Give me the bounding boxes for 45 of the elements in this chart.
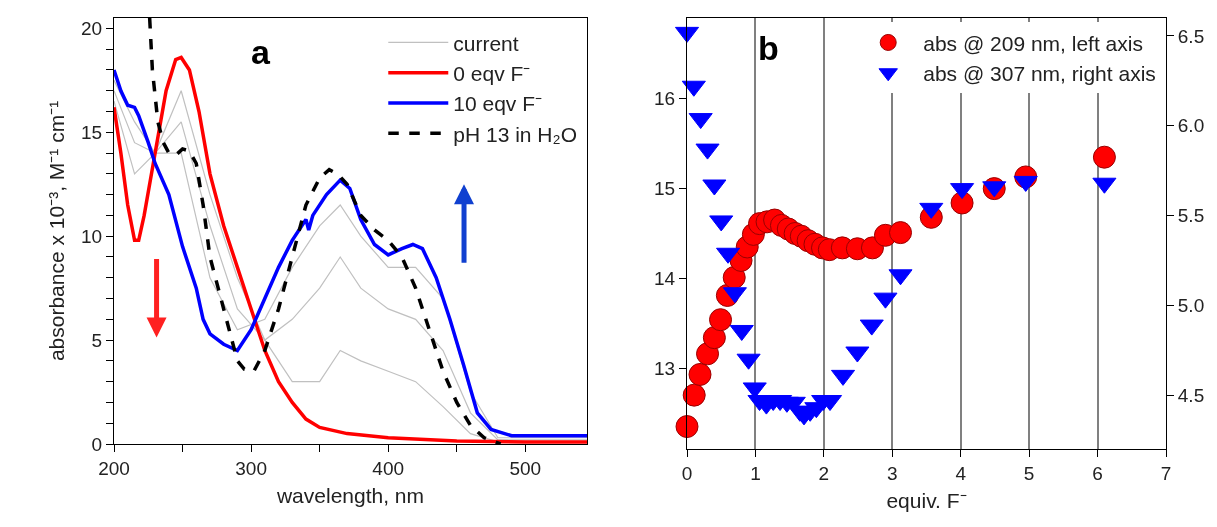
point (675, 415, 699, 439)
legend-label: abs @ 307 nm, right axis (923, 61, 1156, 85)
y-tick-label: 16 (654, 88, 676, 110)
x-tick-label: 2 (818, 462, 830, 484)
y-axis-title: absorbance x 10⁻³, M⁻¹ cm⁻¹ (45, 100, 69, 362)
x-tick-label: 3 (887, 462, 898, 484)
legend-label: 10 eqv F⁻ (453, 92, 542, 116)
y-tick-label: 5 (91, 329, 103, 351)
annotation: a (251, 33, 271, 71)
y2-tick-label: 6.5 (1177, 25, 1205, 47)
point (860, 236, 884, 260)
x-tick-label: 500 (509, 457, 542, 479)
annotation: b (758, 29, 779, 67)
y2-tick-label: 5.0 (1177, 294, 1205, 316)
x-tick-label: 300 (235, 457, 267, 479)
y-tick-label: 13 (654, 357, 676, 379)
point (889, 221, 912, 245)
y2-tick-label: 4.5 (1177, 384, 1205, 406)
x-axis-title: wavelength, nm (275, 484, 425, 507)
x-tick-label: 5 (1023, 462, 1035, 484)
x-tick-label: 6 (1092, 462, 1103, 484)
legend-label: 0 eqv F⁻ (453, 61, 531, 85)
y-tick-label: 14 (654, 268, 676, 290)
x-tick-label: 4 (955, 462, 967, 484)
point (702, 326, 726, 350)
point (682, 383, 706, 407)
y-tick-label: 0 (91, 433, 103, 455)
x-axis-title: equiv. F⁻ (886, 489, 967, 512)
point (709, 308, 733, 332)
legend-label: current (453, 31, 519, 55)
y-tick-label: 10 (81, 225, 103, 247)
point (688, 362, 712, 386)
x-tick-label: 1 (750, 462, 761, 484)
y2-tick-label: 5.5 (1177, 205, 1205, 227)
x-tick-label: 0 (681, 462, 693, 484)
legend-label: pH 13 in H₂O (453, 122, 577, 146)
y-tick-label: 15 (81, 121, 103, 143)
point (1092, 145, 1116, 169)
x-tick-label: 7 (1160, 462, 1172, 484)
x-tick-label: 400 (372, 457, 405, 479)
legend-label: abs @ 209 nm, left axis (923, 31, 1143, 55)
x-tick-label: 200 (98, 457, 130, 479)
y-tick-label: 15 (654, 178, 676, 200)
y2-tick-label: 6.0 (1177, 115, 1205, 137)
y-tick-label: 20 (81, 18, 103, 40)
